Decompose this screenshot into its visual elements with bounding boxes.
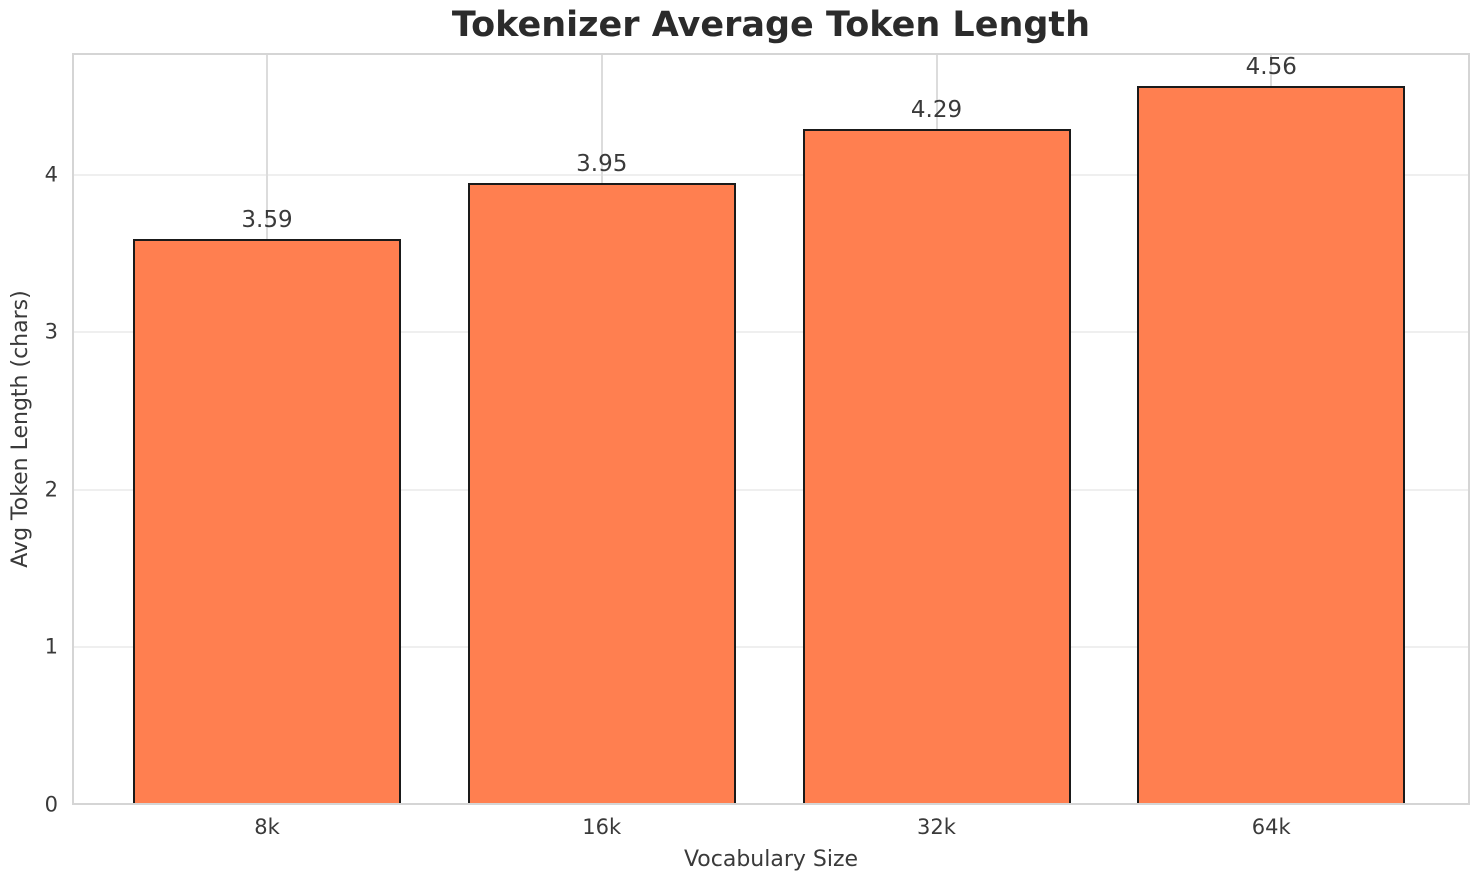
- y-axis-label: Avg Token Length (chars): [8, 290, 33, 568]
- y-tick-label: 0: [44, 792, 58, 817]
- x-axis-label: Vocabulary Size: [683, 847, 859, 872]
- x-tick-label: 8k: [254, 815, 280, 839]
- h-gridline: [72, 646, 1470, 649]
- chart-title: Tokenizer Average Token Length: [451, 5, 1091, 45]
- y-tick-label: 3: [44, 319, 58, 344]
- y-tick-label: 2: [44, 477, 58, 502]
- bar-value-label: 4.56: [1245, 54, 1297, 81]
- y-tick-label: 1: [44, 634, 58, 659]
- bar-value-label: 4.29: [910, 96, 963, 123]
- bar-value-label: 3.95: [576, 150, 628, 177]
- bar: [1137, 86, 1406, 805]
- x-tick-label: 16k: [582, 815, 622, 839]
- bar: [467, 182, 736, 805]
- x-tick-label: 64k: [1251, 815, 1291, 839]
- h-gridline: [72, 173, 1470, 176]
- h-gridline: [72, 331, 1470, 334]
- y-tick-label: 4: [44, 162, 58, 187]
- bar: [802, 128, 1071, 805]
- h-gridline: [72, 488, 1470, 491]
- x-tick-label: 32k: [917, 815, 956, 839]
- bar-value-label: 3.59: [241, 207, 293, 234]
- bar: [133, 239, 401, 805]
- plot-area: 3.59 3.95 4.29 4.56: [72, 53, 1470, 805]
